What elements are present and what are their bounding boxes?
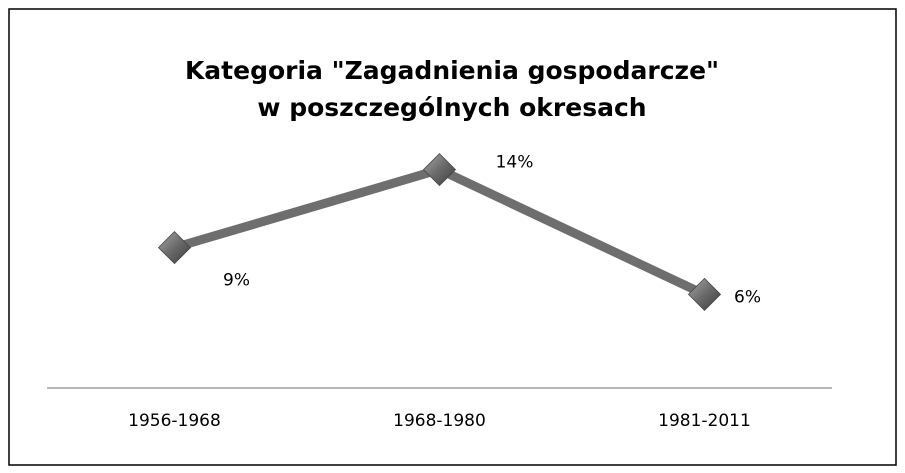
marker: [157, 231, 192, 265]
x-tick-label: 1981-2011: [658, 411, 751, 431]
marker: [687, 277, 722, 311]
chart-frame: [8, 8, 897, 466]
x-tick-label: 1968-1980: [393, 411, 486, 431]
marker: [422, 153, 457, 187]
data-label: 9%: [223, 271, 250, 291]
data-label: 14%: [496, 153, 534, 173]
chart-title: Kategoria "Zagadnienia gospodarcze": [185, 56, 719, 85]
data-label: 6%: [734, 287, 761, 307]
chart-title: w poszczególnych okresach: [257, 93, 646, 122]
x-tick-label: 1956-1968: [128, 411, 221, 431]
